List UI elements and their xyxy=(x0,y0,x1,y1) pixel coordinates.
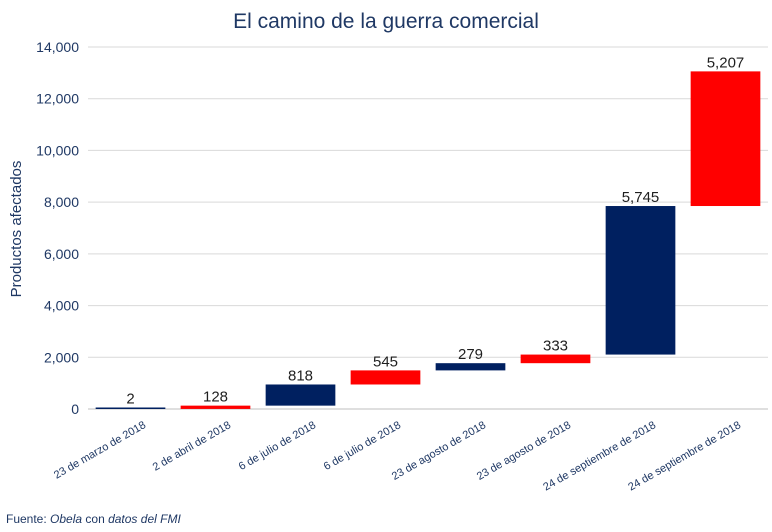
y-tick-label: 12,000 xyxy=(36,91,79,107)
y-tick-label: 2,000 xyxy=(44,349,79,365)
bar xyxy=(605,206,676,355)
x-tick-label: 6 de julio de 2018 xyxy=(322,419,403,473)
y-tick-label: 4,000 xyxy=(44,298,79,314)
y-tick-label: 14,000 xyxy=(36,39,79,55)
x-tick-label: 23 de agosto de 2018 xyxy=(390,419,488,483)
bar xyxy=(350,370,421,385)
bar xyxy=(520,354,591,364)
y-tick-label: 10,000 xyxy=(36,142,79,158)
source-author: Obela xyxy=(50,512,83,526)
source-prefix: Fuente: xyxy=(6,512,51,526)
bar xyxy=(690,71,761,207)
y-axis-ticks: 0 2,000 4,000 6,000 8,000 10,000 12,000 14,000 xyxy=(36,39,79,417)
source-note: Fuente: Obela con datos del FMI xyxy=(6,512,181,526)
bar xyxy=(95,407,166,409)
data-label: 545 xyxy=(373,353,398,370)
gridlines xyxy=(88,46,768,410)
x-tick-label: 2 de abril de 2018 xyxy=(151,419,233,473)
data-label: 128 xyxy=(203,389,228,406)
data-label: 5,207 xyxy=(707,54,745,71)
bar xyxy=(180,405,251,409)
source-origin: datos del FMI xyxy=(108,512,181,526)
x-axis-ticks: 23 de marzo de 2018 2 de abril de 2018 6 d… xyxy=(52,419,743,493)
data-label: 2 xyxy=(126,391,134,408)
y-tick-label: 6,000 xyxy=(44,246,79,262)
waterfall-chart: El camino de la guerra comercial Product… xyxy=(8,10,768,494)
x-tick-label: 6 de julio de 2018 xyxy=(237,419,318,473)
data-label: 333 xyxy=(543,338,568,355)
bar xyxy=(435,363,506,371)
data-labels: 2 128 818 545 279 333 5,745 5,207 xyxy=(126,54,744,407)
source-connector: con xyxy=(82,512,109,526)
bar xyxy=(265,384,336,406)
y-tick-label: 0 xyxy=(71,401,79,417)
data-label: 818 xyxy=(288,367,313,384)
chart-title: El camino de la guerra comercial xyxy=(233,10,539,33)
data-label: 279 xyxy=(458,346,483,363)
data-label: 5,745 xyxy=(622,189,660,206)
bars xyxy=(95,71,761,409)
y-tick-label: 8,000 xyxy=(44,194,79,210)
x-tick-label: 23 de marzo de 2018 xyxy=(52,419,148,481)
y-axis-label: Productos afectados xyxy=(8,161,25,298)
